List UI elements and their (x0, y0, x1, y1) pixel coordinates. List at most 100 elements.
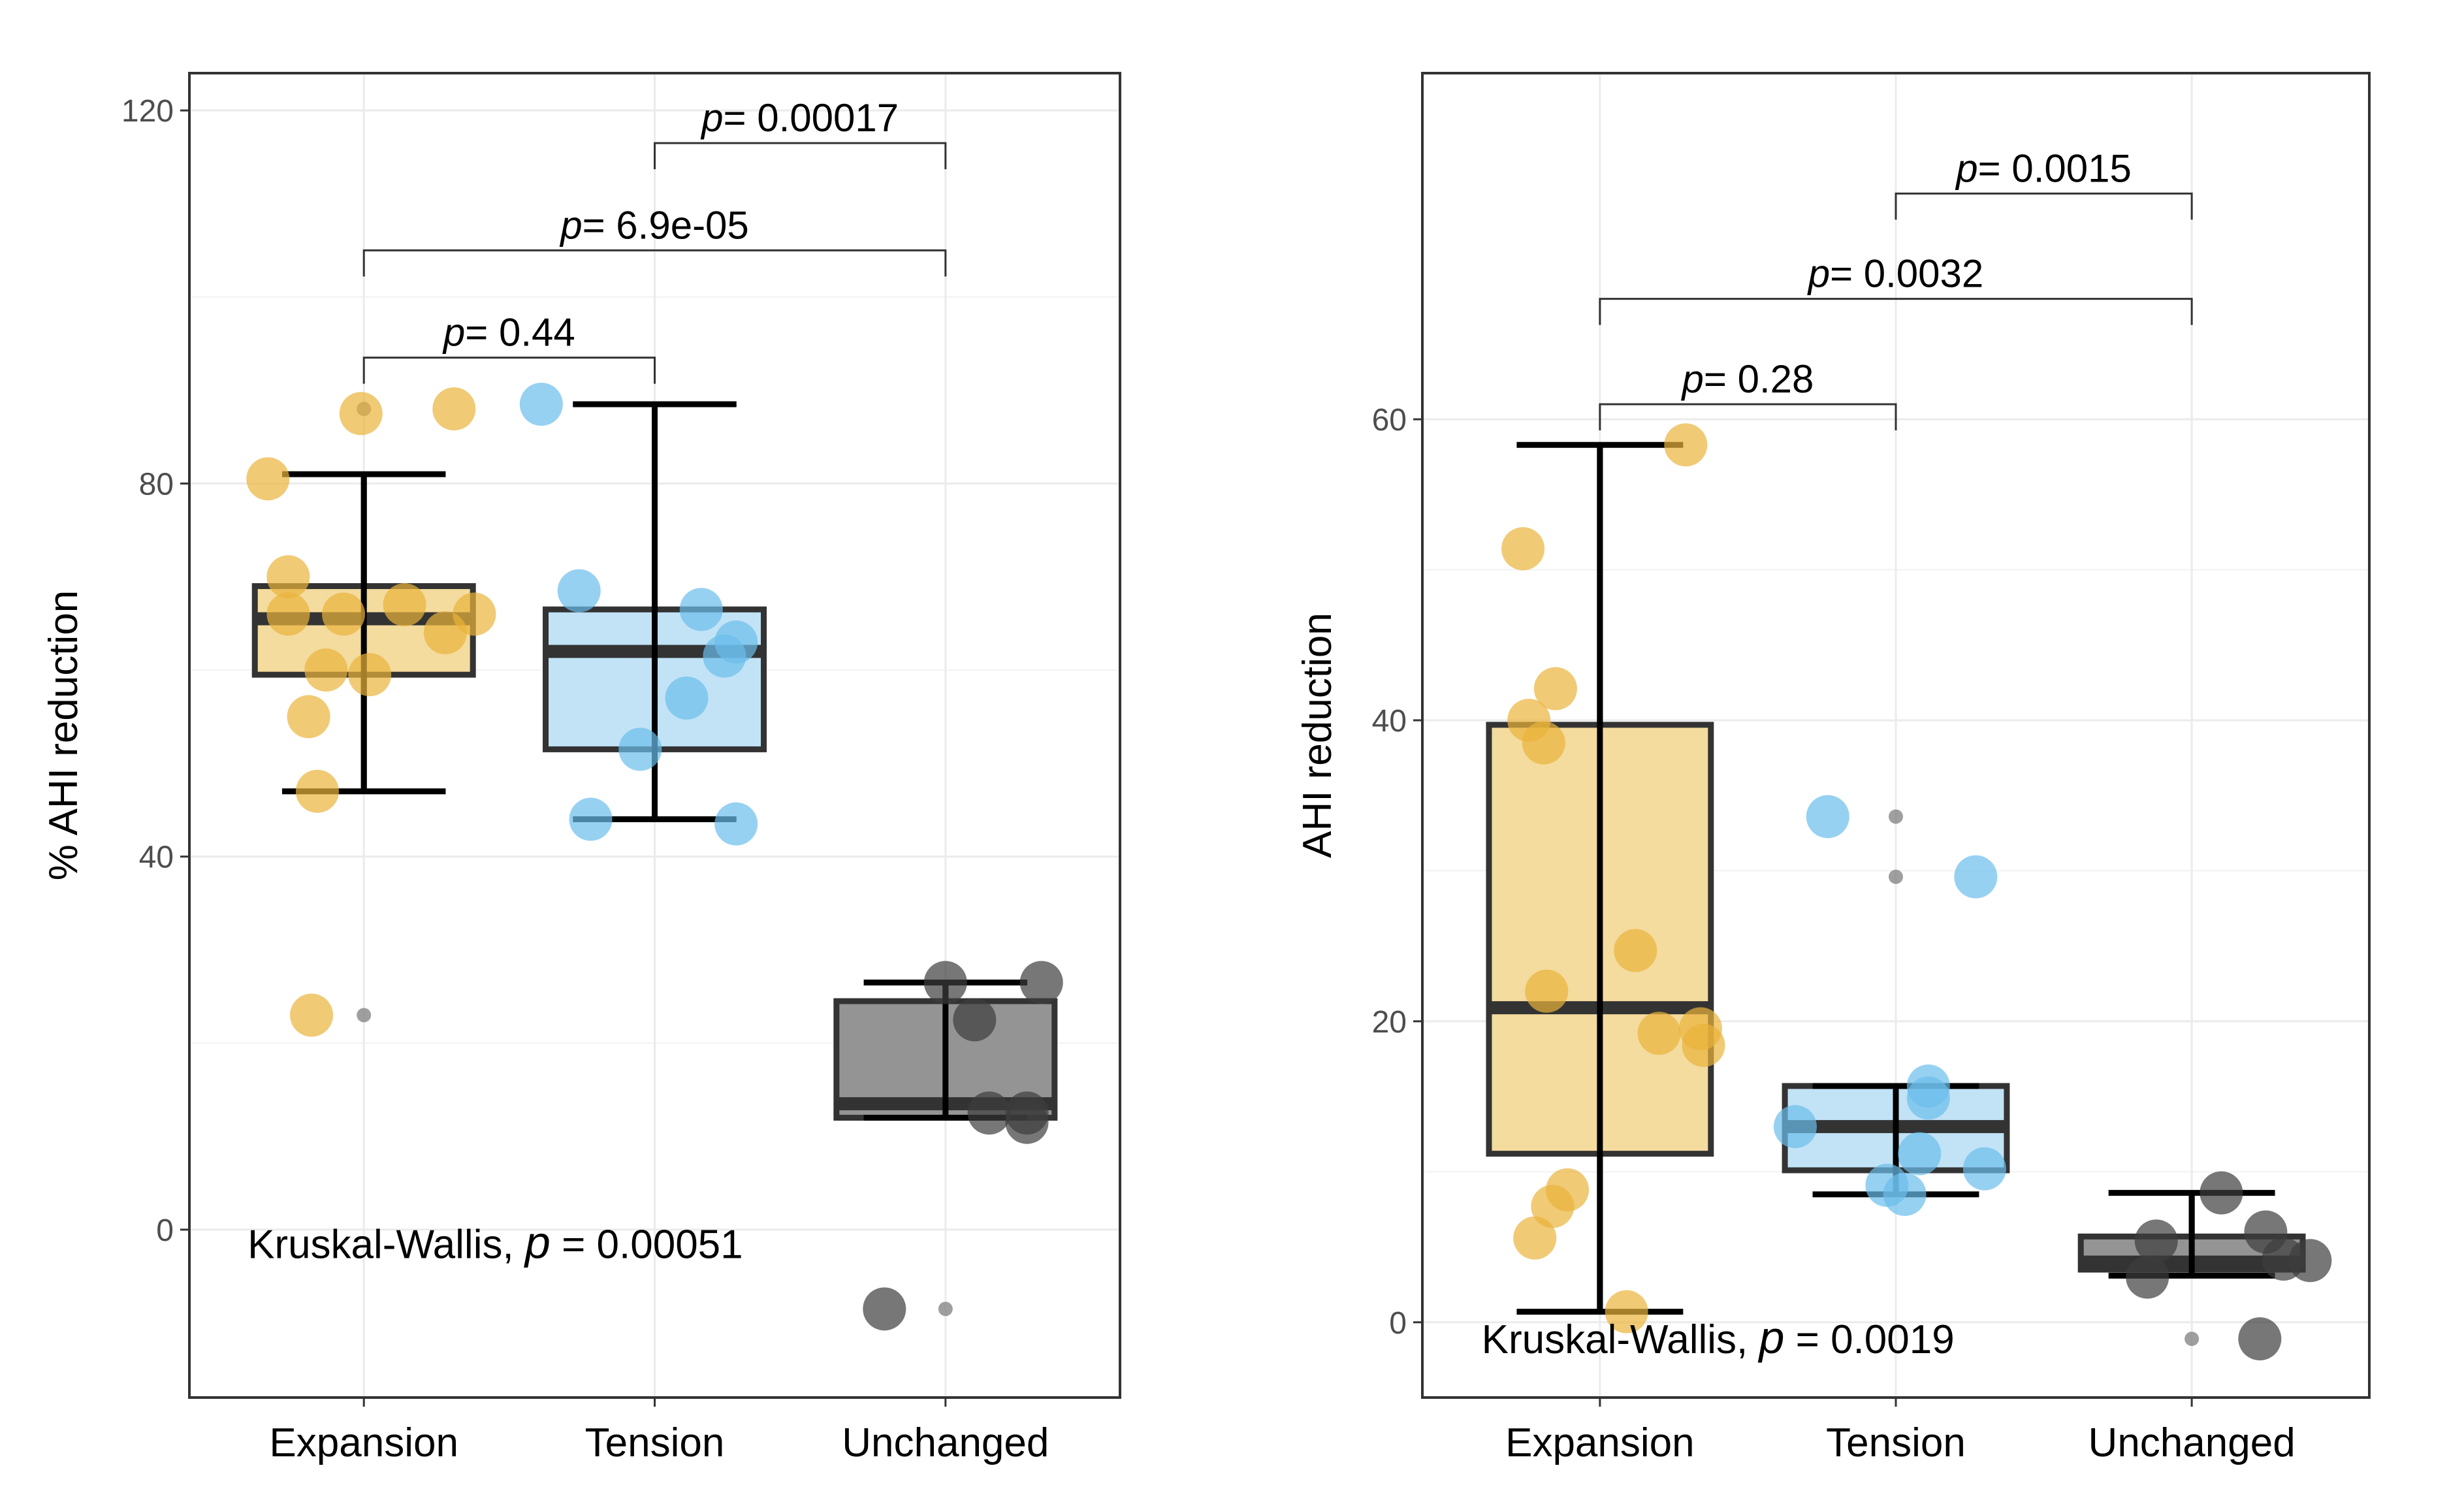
data-point-tension (1906, 1076, 1950, 1120)
p-symbol: p (1681, 357, 1704, 401)
kruskal-wallis-label: Kruskal-Wallis, p = 0.0019 (1482, 1312, 1955, 1363)
data-point-unchanged (953, 998, 997, 1042)
data-point-unchanged (923, 961, 967, 1004)
y-tick-label: 120 (121, 94, 174, 129)
box-expansion (1486, 441, 1714, 1315)
p-symbol: p (700, 96, 723, 140)
p-value: = 0.00017 (724, 96, 899, 140)
data-point-tension (703, 634, 746, 678)
kruskal-wallis-label: Kruskal-Wallis, p = 0.00051 (248, 1217, 743, 1268)
data-point-expansion (290, 993, 334, 1037)
p-symbol: p (1955, 146, 1977, 190)
data-point-tension (519, 383, 563, 426)
p-value: = 0.0032 (1830, 252, 1983, 296)
p-symbol: p (1757, 1312, 1784, 1363)
p-value-label: p= 0.28 (1681, 357, 1814, 401)
data-point-expansion (322, 592, 366, 636)
data-point-expansion (1682, 1023, 1725, 1067)
x-category-label: Tension (1826, 1420, 1966, 1465)
p-value-label: p= 0.00017 (700, 96, 899, 140)
data-point-unchanged (863, 1287, 906, 1331)
data-point-expansion (432, 387, 476, 431)
kruskal-text: Kruskal-Wallis, (248, 1222, 525, 1267)
data-point-unchanged (1019, 961, 1063, 1004)
y-tick-label: 0 (156, 1213, 174, 1248)
bracket-line (1895, 192, 2193, 220)
y-axis-title: AHI reduction (1295, 613, 1340, 858)
data-point-tension (557, 569, 601, 613)
data-point-tension (1773, 1105, 1817, 1149)
y-tick-label: 80 (139, 467, 174, 502)
p-value: = 0.00051 (551, 1222, 743, 1267)
data-point-tension (1806, 795, 1849, 839)
comparison-bracket: p= 0.28 (1599, 357, 1897, 430)
data-point-expansion (423, 611, 467, 654)
y-tick-label: 40 (1372, 704, 1407, 739)
x-category-label: Tension (585, 1420, 725, 1465)
data-point-unchanged (1005, 1100, 1049, 1144)
data-point-expansion (1637, 1012, 1681, 1055)
bracket-line (1599, 298, 2193, 325)
data-point-expansion (246, 457, 290, 501)
data-point-unchanged (2126, 1255, 2169, 1299)
p-value: = 0.0019 (1784, 1317, 1954, 1362)
data-point-tension (569, 797, 613, 841)
bracket-line (1599, 403, 1897, 430)
bracket-line (362, 249, 947, 277)
data-point-expansion (266, 592, 310, 636)
y-tick-label: 0 (1389, 1306, 1407, 1341)
comparison-bracket: p= 6.9e-05 (362, 203, 947, 277)
y-axis-title: % AHI reduction (41, 590, 86, 881)
p-value-label: p= 0.44 (442, 311, 575, 355)
p-value-label: p= 0.0015 (1955, 146, 2132, 190)
y-tick-label: 40 (139, 840, 174, 875)
p-value: = 0.44 (465, 311, 575, 355)
data-point-expansion (1533, 667, 1577, 711)
data-point-tension (618, 728, 662, 771)
data-point-tension (679, 588, 723, 632)
p-symbol: p (1807, 252, 1830, 296)
comparison-bracket: p= 0.0032 (1599, 252, 2193, 325)
y-tick-label: 20 (1372, 1005, 1407, 1040)
data-point-expansion (1664, 423, 1708, 467)
data-point-expansion (1522, 721, 1565, 765)
p-value: = 0.28 (1704, 357, 1814, 401)
data-point-tension (714, 802, 758, 846)
p-symbol: p (524, 1217, 551, 1268)
data-point-expansion (348, 653, 392, 697)
outlier-point (938, 1302, 953, 1317)
data-point-expansion (1501, 527, 1545, 571)
data-point-expansion (1614, 929, 1657, 972)
data-point-tension (1954, 855, 1998, 899)
x-category-label: Unchanged (2088, 1420, 2296, 1465)
comparison-bracket: p= 0.00017 (654, 96, 947, 170)
data-point-expansion (304, 648, 348, 692)
outlier-point (2184, 1332, 2200, 1347)
outlier-point (1889, 809, 1903, 824)
data-point-expansion (1525, 969, 1569, 1013)
bracket-line (362, 357, 656, 384)
data-point-expansion (339, 392, 383, 436)
p-symbol: p (559, 203, 582, 247)
x-category-label: Expansion (1505, 1420, 1695, 1465)
p-value: = 0.0015 (1978, 146, 2132, 190)
y-tick-label: 60 (1372, 403, 1407, 438)
bracket-line (654, 142, 947, 170)
data-point-tension (665, 676, 709, 720)
data-point-unchanged (2200, 1171, 2243, 1215)
x-category-label: Expansion (269, 1420, 458, 1465)
comparison-bracket: p= 0.0015 (1895, 146, 2193, 220)
data-point-unchanged (2238, 1317, 2282, 1361)
data-point-expansion (287, 695, 330, 739)
data-point-expansion (1605, 1290, 1648, 1334)
data-point-expansion (295, 769, 339, 813)
data-point-unchanged (2288, 1239, 2332, 1283)
data-point-unchanged (2134, 1219, 2178, 1263)
comparison-bracket: p= 0.44 (362, 311, 656, 384)
data-point-expansion (1513, 1216, 1557, 1260)
p-value-label: p= 6.9e-05 (559, 203, 749, 247)
x-category-label: Unchanged (842, 1420, 1049, 1465)
outlier-point (357, 1008, 372, 1023)
